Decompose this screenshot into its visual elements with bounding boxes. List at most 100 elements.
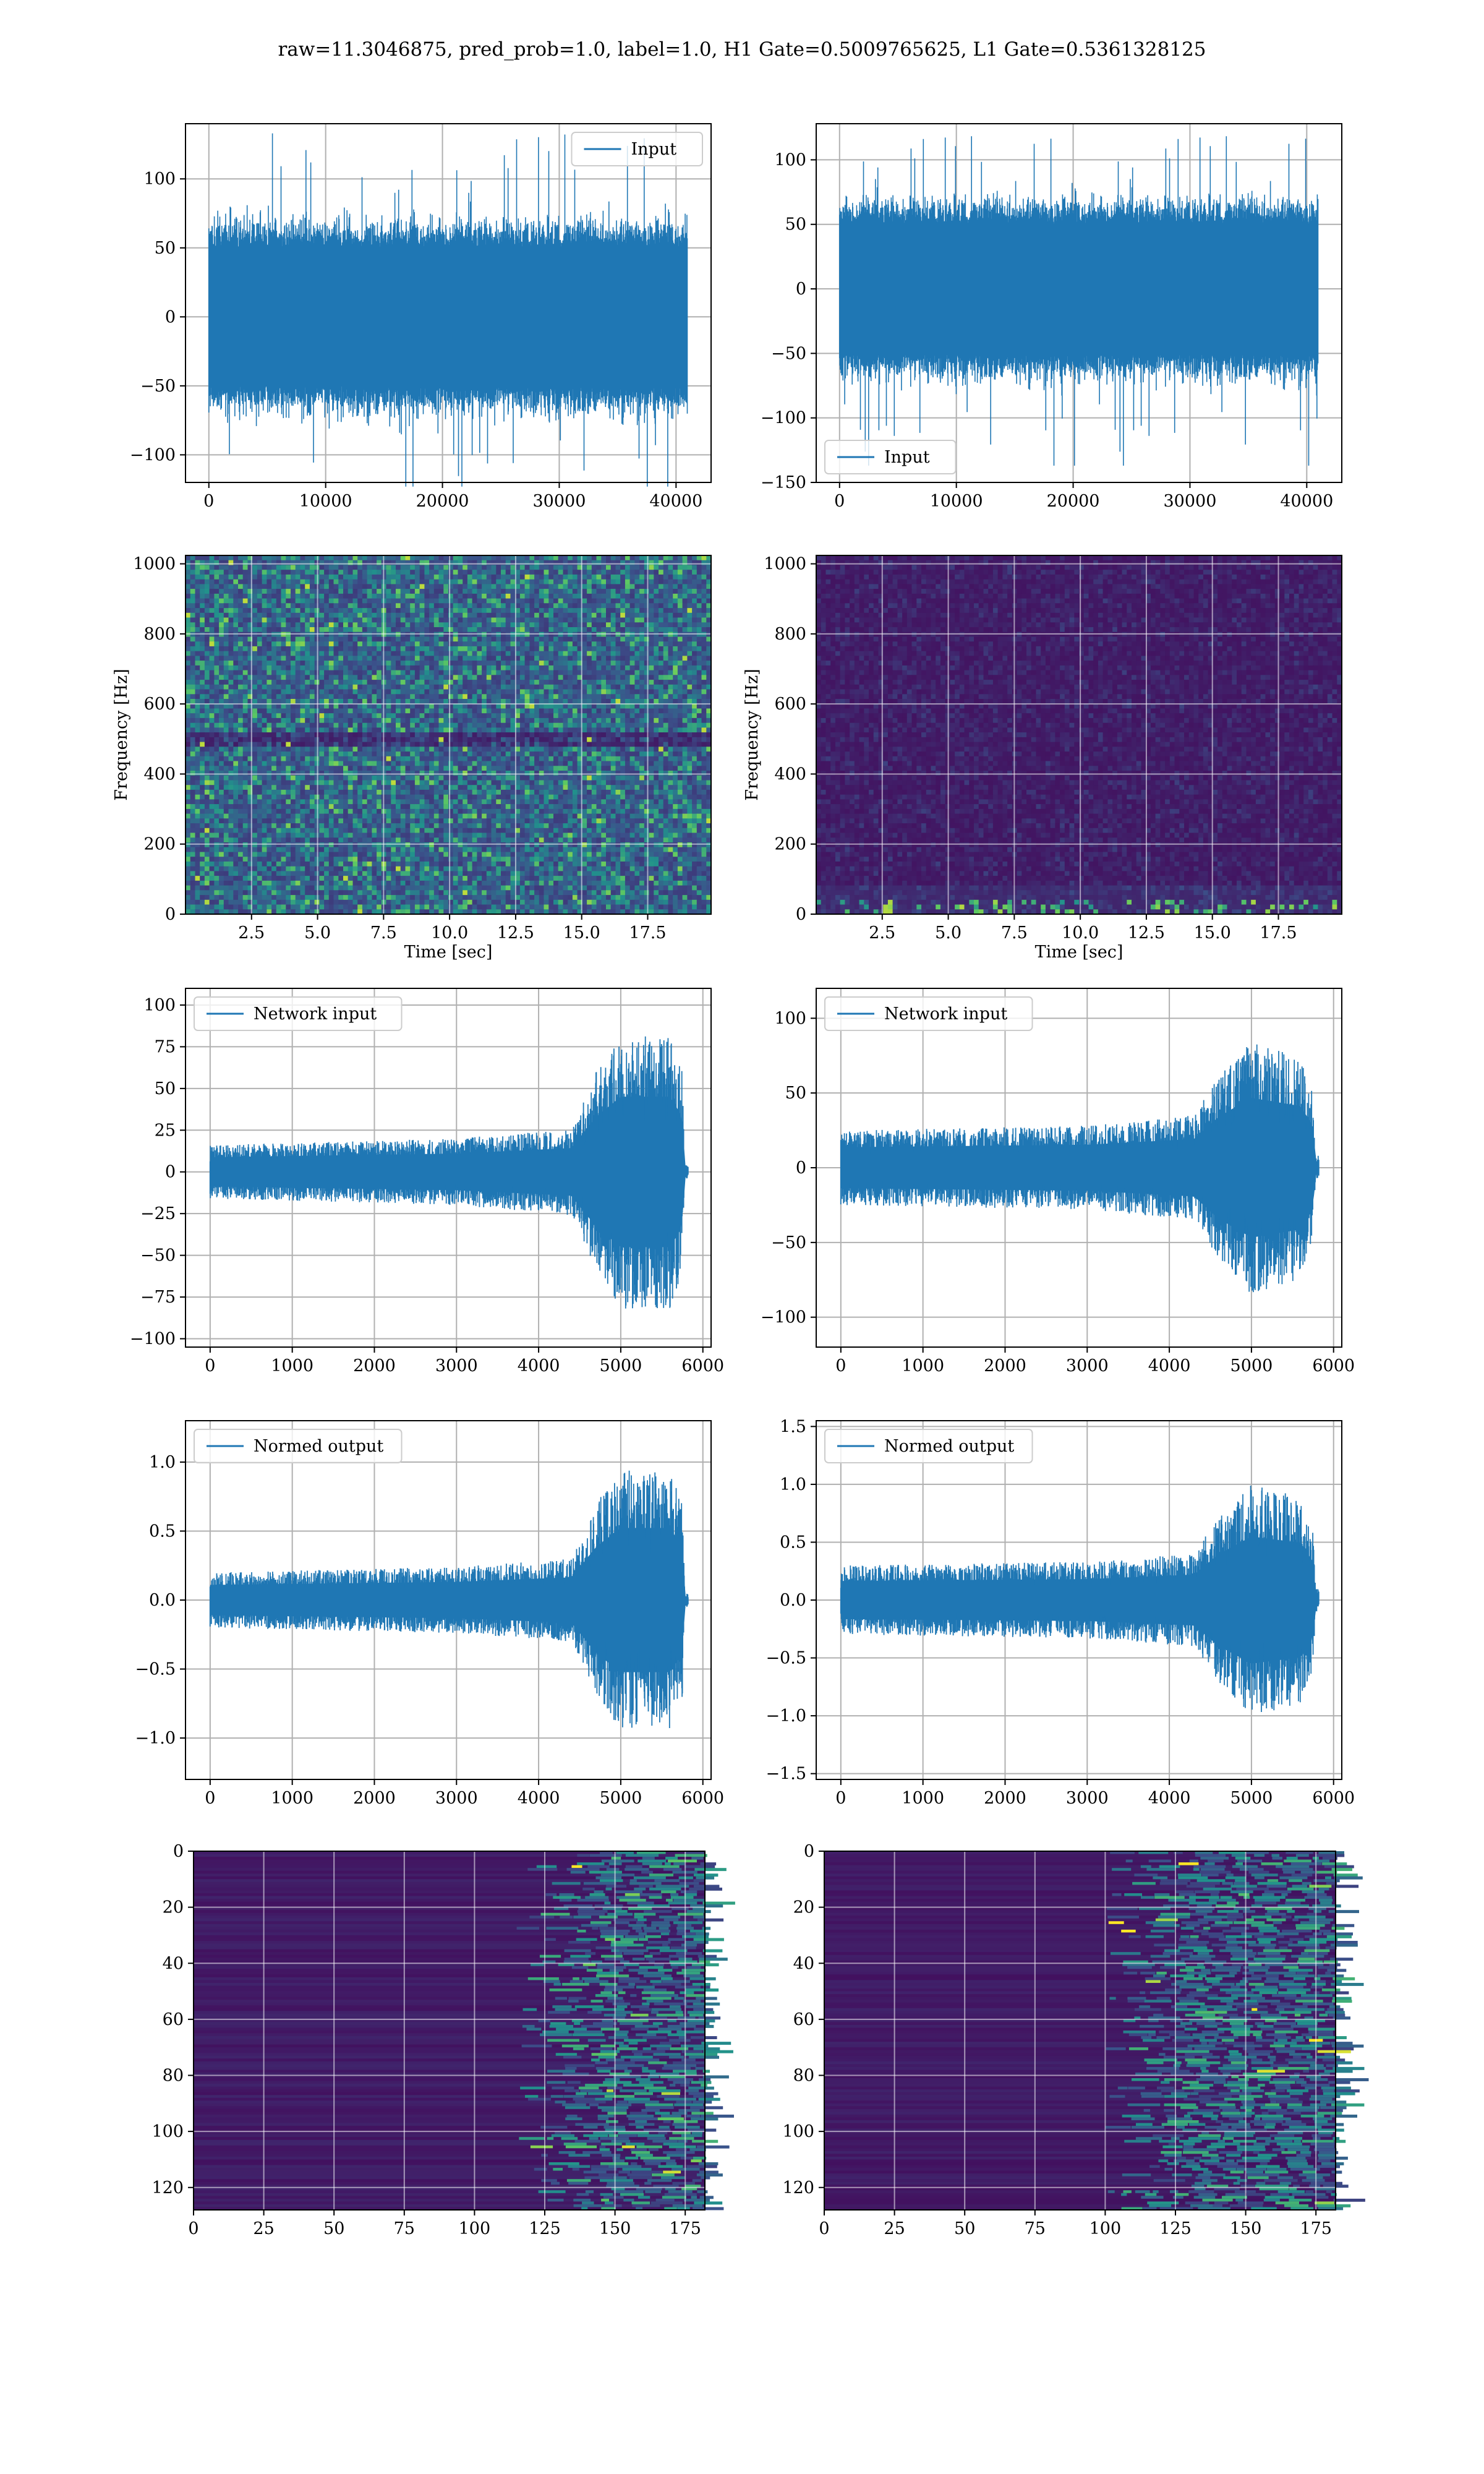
y-tick-label: 60	[163, 2010, 184, 2029]
y-tick-label: 100	[143, 996, 176, 1015]
x-tick-label: 30000	[532, 492, 586, 511]
y-tick-label: 0	[173, 1842, 184, 1861]
x-tick-label: 10000	[299, 492, 352, 511]
x-tick-label: 0	[205, 1356, 215, 1376]
chart-h1-network-input: 0 1000 2000 3000 4000 5000 6000 −100 −75 −50 −25 0 2…	[130, 988, 724, 1376]
x-tick-label: 7.5	[1001, 923, 1028, 943]
legend-box	[824, 440, 957, 474]
x-tick-label: 40000	[1280, 492, 1333, 511]
y-tick-label: 0.0	[149, 1591, 176, 1610]
x-tick-label: 12.5	[497, 923, 534, 943]
y-tick-label: 50	[155, 239, 176, 258]
x-tick-label: 1000	[271, 1356, 313, 1376]
y-tick-label: −50	[771, 344, 806, 363]
x-tick-label: 30000	[1163, 492, 1216, 511]
y-tick-label: 0.5	[149, 1522, 176, 1541]
legend-label: Normed output	[884, 1437, 1014, 1456]
x-tick-label: 175	[669, 2219, 701, 2238]
x-tick-label: 12.5	[1128, 923, 1165, 943]
y-tick-label: 600	[774, 695, 806, 714]
x-tick-label: 1000	[271, 1789, 313, 1808]
x-axis-label: Time [sec]	[404, 943, 493, 962]
legend-box	[824, 996, 1033, 1031]
legend: Network input	[824, 996, 1033, 1031]
y-tick-label: 80	[793, 2066, 814, 2086]
chart-h1-feature-map: 0 25 50 75 100 125 150 175 0 20 40 60 80 100 120	[151, 1842, 735, 2238]
x-tick-label: 4000	[518, 1789, 560, 1808]
x-tick-label: 100	[1090, 2219, 1122, 2238]
x-tick-label: 0	[835, 1789, 846, 1808]
series-line	[209, 1470, 689, 1728]
x-tick-label: 150	[1230, 2219, 1262, 2238]
chart-l1-network-input: 0 1000 2000 3000 4000 5000 6000 −100 −50 0 50 100 Ne…	[761, 988, 1355, 1376]
y-tick-label: −25	[140, 1204, 176, 1223]
x-tick-label: 50	[954, 2219, 975, 2238]
y-tick-label: 20	[163, 1898, 184, 1917]
heatmap-cells	[824, 1851, 1369, 2211]
x-tick-label: 3000	[435, 1356, 478, 1376]
y-tick-label: 0	[165, 905, 176, 924]
chart-l1-spectrogram: 2.5 5.0 7.5 10.0 12.5 15.0 17.5 0 200 400 600 800 10…	[743, 555, 1342, 962]
x-tick-label: 3000	[1066, 1356, 1109, 1376]
y-tick-label: 200	[774, 835, 806, 854]
y-tick-label: −0.5	[135, 1660, 176, 1679]
y-tick-label: 1.5	[780, 1417, 806, 1436]
y-tick-label: 60	[793, 2010, 814, 2029]
x-tick-label: 0	[835, 1356, 846, 1376]
x-tick-label: 5000	[600, 1356, 642, 1376]
x-tick-label: 6000	[1312, 1356, 1355, 1376]
y-tick-label: −100	[130, 1330, 176, 1349]
series-line	[840, 1486, 1320, 1712]
y-tick-label: 1000	[764, 555, 806, 574]
legend-label: Network input	[254, 1004, 377, 1024]
x-tick-label: 2000	[353, 1356, 396, 1376]
y-tick-label: 200	[143, 835, 176, 854]
legend-box	[194, 1429, 403, 1463]
x-tick-label: 4000	[1148, 1356, 1191, 1376]
chart-h1-input: 0 10000 20000 30000 40000 −100 −50 0 50 100 Input	[130, 123, 712, 511]
x-tick-label: 125	[529, 2219, 561, 2238]
x-tick-label: 20000	[1047, 492, 1100, 511]
x-tick-label: 5.0	[935, 923, 962, 943]
y-tick-label: −1.5	[765, 1765, 806, 1784]
y-tick-label: 100	[774, 150, 806, 169]
legend: Normed output	[824, 1429, 1033, 1463]
x-tick-label: 3000	[435, 1789, 478, 1808]
axes-frame	[816, 555, 1342, 915]
y-tick-label: 100	[151, 2122, 184, 2141]
y-axis-label: Frequency [Hz]	[743, 669, 762, 800]
series-line	[839, 136, 1319, 466]
legend-label: Normed output	[254, 1437, 383, 1456]
y-tick-label: 0	[804, 1842, 814, 1861]
axes-frame	[193, 1851, 706, 2211]
figure-title: raw=11.3046875, pred_prob=1.0, label=1.0…	[278, 38, 1206, 61]
y-tick-label: 50	[785, 215, 806, 234]
x-tick-label: 17.5	[1260, 923, 1297, 943]
y-tick-label: −50	[140, 377, 176, 396]
x-tick-label: 4000	[518, 1356, 560, 1376]
x-tick-label: 2000	[984, 1789, 1026, 1808]
legend: Input	[824, 440, 957, 474]
y-tick-label: 80	[163, 2066, 184, 2086]
x-tick-label: 100	[459, 2219, 491, 2238]
y-tick-label: 1000	[133, 555, 176, 574]
x-tick-label: 20000	[416, 492, 469, 511]
y-tick-label: 25	[155, 1121, 176, 1140]
y-tick-label: 800	[774, 625, 806, 644]
x-tick-label: 25	[884, 2219, 905, 2238]
y-tick-label: 100	[774, 1009, 806, 1028]
legend-box	[571, 132, 703, 166]
y-tick-label: 1.0	[780, 1475, 806, 1494]
y-tick-label: 20	[793, 1898, 814, 1917]
x-tick-label: 150	[599, 2219, 631, 2238]
x-tick-label: 4000	[1148, 1789, 1191, 1808]
series-line	[208, 133, 688, 487]
legend: Input	[571, 132, 703, 166]
y-tick-label: 120	[782, 2178, 814, 2198]
y-tick-label: −75	[140, 1288, 176, 1307]
series-line	[840, 1044, 1320, 1293]
y-tick-label: 40	[163, 1954, 184, 1973]
x-tick-label: 5000	[1230, 1789, 1273, 1808]
x-tick-label: 0	[819, 2219, 829, 2238]
